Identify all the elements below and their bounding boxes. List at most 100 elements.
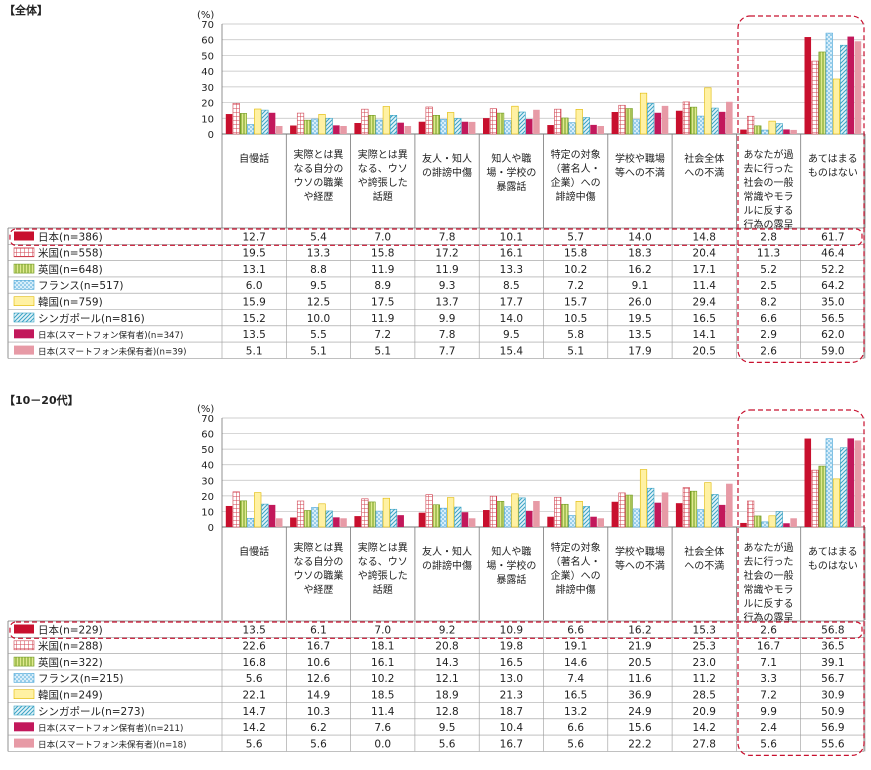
bar-1-7 xyxy=(611,112,619,134)
data-value-label: 8.5 xyxy=(503,280,520,292)
data-value-label: 15.6 xyxy=(628,722,652,734)
data-value-label: 20.9 xyxy=(693,706,716,718)
data-value-label: 7.0 xyxy=(374,624,391,636)
data-value-label: 18.5 xyxy=(371,690,394,702)
bar-3-5 xyxy=(497,112,505,135)
bar-1-7 xyxy=(611,501,619,527)
bar-6-7 xyxy=(647,487,655,528)
data-value-label: 23.0 xyxy=(693,657,716,669)
bar-2-6 xyxy=(554,496,562,528)
data-value-label: 10.6 xyxy=(307,657,331,669)
data-value-label: 56.8 xyxy=(821,624,844,636)
data-value-label: 13.1 xyxy=(242,264,265,276)
category-label: 企業）への xyxy=(551,569,601,582)
bar-4-2 xyxy=(311,118,319,135)
legend-label: 韓国(n=759) xyxy=(38,297,103,309)
bar-2-9 xyxy=(747,115,755,135)
data-value-label: 17.2 xyxy=(435,248,458,260)
bar-3-3 xyxy=(368,501,376,528)
data-value-label: 13.5 xyxy=(242,329,265,341)
data-value-label: 14.8 xyxy=(693,231,716,243)
legend-label: 英国(n=322) xyxy=(38,656,103,669)
data-value-label: 11.9 xyxy=(435,264,458,276)
bar-5-9 xyxy=(768,120,776,135)
data-value-label: 9.2 xyxy=(439,624,456,636)
bar-6-10 xyxy=(840,447,848,528)
data-value-label: 6.1 xyxy=(310,624,327,636)
data-value-label: 5.6 xyxy=(567,738,584,750)
data-value-label: 5.2 xyxy=(760,264,777,276)
data-value-label: 16.2 xyxy=(628,264,651,276)
bar-8-10 xyxy=(854,440,862,527)
legend-label: 日本(スマートフォン未保有者)(n=39) xyxy=(38,345,186,357)
data-value-label: 11.4 xyxy=(693,280,717,292)
bar-6-9 xyxy=(775,123,783,135)
data-value-label: 5.6 xyxy=(439,738,456,750)
category-label: 特定の対象 xyxy=(551,541,601,554)
data-value-label: 16.5 xyxy=(564,690,587,702)
bar-2-7 xyxy=(618,492,626,528)
category-label: 誹謗中傷 xyxy=(556,583,596,596)
bar-6-8 xyxy=(711,494,719,528)
data-value-label: 16.1 xyxy=(500,248,523,260)
bar-2-3 xyxy=(361,498,369,528)
category-label: 社会の一般 xyxy=(744,569,794,582)
category-label: あてはまる xyxy=(808,153,858,165)
data-value-label: 13.3 xyxy=(500,264,523,276)
bar-7-8 xyxy=(718,504,726,527)
bar-1-3 xyxy=(354,123,361,134)
bar-5-6 xyxy=(575,501,583,528)
y-unit-label: (%) xyxy=(197,404,214,415)
data-value-label: 15.4 xyxy=(500,345,524,357)
bar-6-5 xyxy=(518,111,526,135)
bar-6-3 xyxy=(389,508,398,528)
data-value-label: 14.9 xyxy=(307,690,330,702)
category-label: 場・学校の xyxy=(486,559,536,572)
legend-swatch-2 xyxy=(13,247,35,258)
bar-5-2 xyxy=(318,503,326,528)
data-value-label: 6.6 xyxy=(567,722,584,734)
data-value-label: 11.4 xyxy=(371,706,395,718)
bar-1-6 xyxy=(547,516,554,527)
bar-2-10 xyxy=(811,60,819,135)
data-value-label: 10.2 xyxy=(371,673,394,685)
bar-4-6 xyxy=(568,515,576,528)
bar-6-5 xyxy=(518,497,526,528)
category-label: ものはない xyxy=(808,560,858,572)
bar-4-8 xyxy=(697,115,705,135)
bar-7-2 xyxy=(333,125,340,134)
bar-1-9 xyxy=(740,522,747,527)
data-value-label: 5.7 xyxy=(567,231,584,243)
data-value-label: 10.9 xyxy=(500,624,523,636)
category-label: 特定の対象 xyxy=(551,148,601,161)
bar-2-2 xyxy=(296,112,305,135)
data-value-label: 14.2 xyxy=(242,722,265,734)
bar-2-7 xyxy=(618,104,626,135)
bar-3-7 xyxy=(625,108,633,135)
category-label: あてはまる xyxy=(808,546,858,558)
data-value-label: 14.6 xyxy=(564,657,588,669)
data-value-label: 16.5 xyxy=(500,657,523,669)
bar-7-8 xyxy=(718,111,726,134)
bar-8-3 xyxy=(404,125,412,134)
bar-5-2 xyxy=(318,114,326,135)
category-label: 実際とは異 xyxy=(293,541,343,554)
chart-panel-1: 【全体】 (%) 0 10 20 30 40 50 60 70 自慢話 実際とは異なる自分のウソの職業… xyxy=(4,3,866,363)
category-label: ルに反する xyxy=(744,205,794,217)
data-value-label: 13.0 xyxy=(500,673,523,685)
data-value-label: 5.4 xyxy=(310,231,327,243)
bar-4-10 xyxy=(825,32,833,135)
bar-7-6 xyxy=(590,516,597,527)
bar-7-4 xyxy=(461,512,469,527)
data-value-label: 7.7 xyxy=(439,345,456,357)
category-label: や経歴 xyxy=(303,190,333,203)
data-value-label: 5.6 xyxy=(760,738,777,750)
bar-2-2 xyxy=(296,500,305,528)
bar-3-2 xyxy=(304,510,312,528)
bar-1-2 xyxy=(290,125,297,134)
data-value-label: 7.8 xyxy=(439,329,456,341)
legend-label: フランス(n=517) xyxy=(38,280,123,292)
data-value-label: 7.2 xyxy=(374,329,391,341)
data-value-label: 3.3 xyxy=(760,673,777,685)
